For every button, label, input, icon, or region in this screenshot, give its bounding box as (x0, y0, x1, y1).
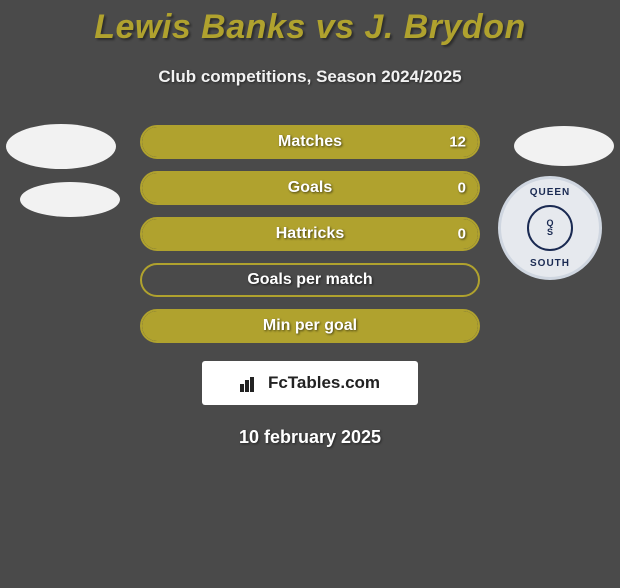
badge-text-bottom: SOUTH (530, 258, 570, 269)
club-badge-right: QUEEN Q S SOUTH (498, 176, 602, 280)
stat-value-right: 0 (458, 226, 466, 243)
badge-inner: Q S (527, 205, 573, 251)
player-right-avatar-1 (514, 126, 614, 166)
logo-box: FcTables.com (202, 361, 418, 405)
player-left-avatar-1 (6, 124, 116, 169)
stat-label: Goals (288, 179, 332, 197)
badge-text-top: QUEEN (530, 187, 571, 198)
date-text: 10 february 2025 (0, 427, 620, 448)
stat-value-right: 12 (449, 134, 466, 151)
page-title: Lewis Banks vs J. Brydon (0, 8, 620, 47)
stat-row: Goals 0 (140, 171, 480, 205)
stat-label: Hattricks (276, 225, 344, 243)
player-left-avatar-2 (20, 182, 120, 217)
badge-inner-mid: S (547, 228, 553, 237)
bar-chart-icon (240, 374, 262, 392)
stat-row: Min per goal (140, 309, 480, 343)
logo: FcTables.com (240, 373, 380, 393)
stat-label: Min per goal (263, 317, 357, 335)
stat-row: Matches 12 (140, 125, 480, 159)
stat-row: Goals per match (140, 263, 480, 297)
stat-row: Hattricks 0 (140, 217, 480, 251)
subtitle: Club competitions, Season 2024/2025 (0, 67, 620, 87)
stat-value-right: 0 (458, 180, 466, 197)
stat-label: Matches (278, 133, 342, 151)
logo-text: FcTables.com (268, 373, 380, 393)
stat-label: Goals per match (247, 271, 372, 289)
